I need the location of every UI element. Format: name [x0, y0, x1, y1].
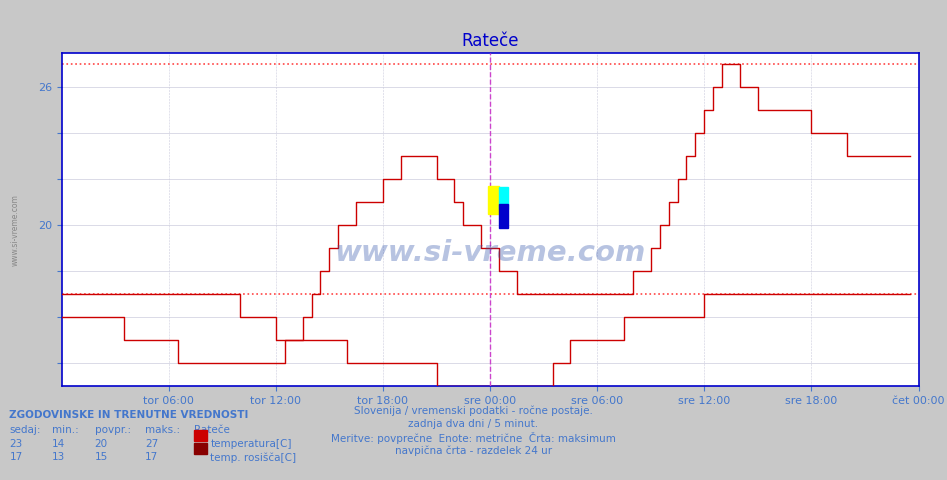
Text: 14: 14 — [52, 439, 65, 449]
Bar — [489, 186, 499, 214]
Text: 17: 17 — [9, 452, 23, 462]
Text: Slovenija / vremenski podatki - ročne postaje.: Slovenija / vremenski podatki - ročne po… — [354, 406, 593, 416]
Text: 23: 23 — [9, 439, 23, 449]
Text: 17: 17 — [145, 452, 158, 462]
Text: navpična črta - razdelek 24 ur: navpična črta - razdelek 24 ur — [395, 446, 552, 456]
Text: zadnja dva dni / 5 minut.: zadnja dva dni / 5 minut. — [408, 419, 539, 429]
Text: min.:: min.: — [52, 425, 79, 435]
Bar — [499, 204, 509, 228]
Bar — [499, 187, 509, 209]
Text: sedaj:: sedaj: — [9, 425, 41, 435]
Text: www.si-vreme.com: www.si-vreme.com — [334, 239, 646, 267]
Text: 13: 13 — [52, 452, 65, 462]
Text: maks.:: maks.: — [145, 425, 180, 435]
Text: www.si-vreme.com: www.si-vreme.com — [10, 194, 20, 266]
Text: temp. rosišča[C]: temp. rosišča[C] — [210, 452, 296, 463]
Text: 20: 20 — [95, 439, 108, 449]
Title: Rateče: Rateče — [461, 32, 519, 50]
Text: povpr.:: povpr.: — [95, 425, 131, 435]
Text: Rateče: Rateče — [194, 425, 230, 435]
Text: 15: 15 — [95, 452, 108, 462]
Text: temperatura[C]: temperatura[C] — [210, 439, 292, 449]
Text: ZGODOVINSKE IN TRENUTNE VREDNOSTI: ZGODOVINSKE IN TRENUTNE VREDNOSTI — [9, 410, 249, 420]
Text: Meritve: povprečne  Enote: metrične  Črta: maksimum: Meritve: povprečne Enote: metrične Črta:… — [331, 432, 616, 444]
Text: 27: 27 — [145, 439, 158, 449]
